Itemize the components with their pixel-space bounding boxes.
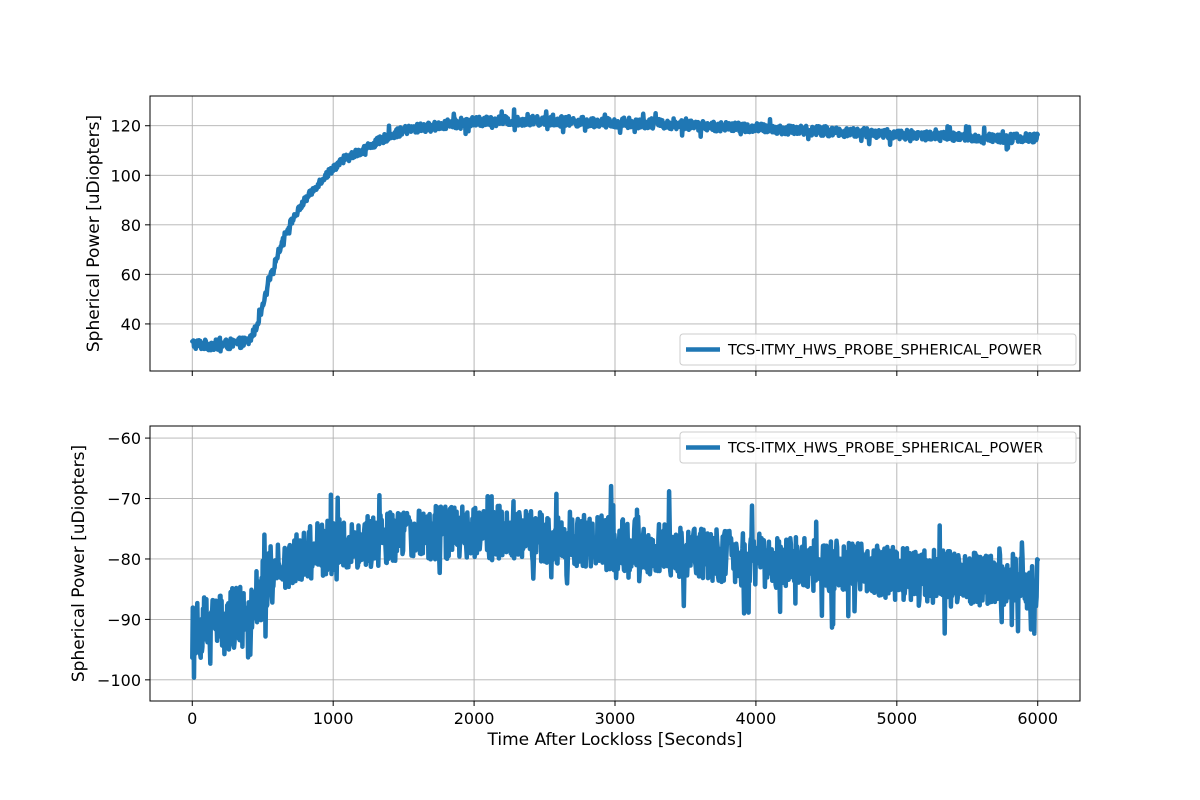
y-tick-label: 80 — [121, 216, 141, 235]
y-tick-label: −70 — [107, 490, 141, 509]
x-tick-label: 0 — [187, 709, 197, 728]
x-tick-label: 6000 — [1017, 709, 1058, 728]
x-tick-label: 1000 — [313, 709, 354, 728]
bottom-series — [190, 483, 1040, 680]
x-tick-label: 4000 — [736, 709, 777, 728]
bottom-y-axis: −100 −90 −80 −70 −60 — [97, 429, 150, 690]
top-y-axis-label: Spherical Power [uDiopters] — [84, 115, 104, 352]
x-tick-label: 3000 — [595, 709, 636, 728]
bottom-legend-label: TCS-ITMX_HWS_PROBE_SPHERICAL_POWER — [727, 441, 1043, 457]
series-line — [190, 107, 1040, 354]
top-series — [190, 107, 1040, 354]
y-tick-label: 120 — [110, 117, 141, 136]
x-tick-label: 5000 — [876, 709, 917, 728]
top-legend[interactable]: TCS-ITMY_HWS_PROBE_SPHERICAL_POWER — [679, 333, 1077, 366]
top-grid — [150, 96, 1080, 371]
top-x-axis — [191, 371, 1039, 376]
y-tick-label: 60 — [121, 265, 141, 284]
bottom-legend-box — [679, 431, 1077, 464]
y-tick-label: −100 — [97, 671, 141, 690]
top-legend-box — [679, 333, 1077, 366]
y-tick-label: −80 — [107, 550, 141, 569]
y-tick-label: 100 — [110, 166, 141, 185]
bottom-panel: 0 1000 2000 3000 4000 5000 6000 −100−90−80−70−… — [69, 425, 1081, 750]
bottom-y-axis-label: Spherical Power [uDiopters] — [69, 445, 89, 682]
y-tick-label: −60 — [107, 429, 141, 448]
y-tick-label: −90 — [107, 610, 141, 629]
x-tick-label: 2000 — [454, 709, 495, 728]
bottom-legend[interactable]: TCS-ITMX_HWS_PROBE_SPHERICAL_POWER — [679, 431, 1077, 464]
y-tick-label: 40 — [121, 315, 141, 334]
series-line — [190, 483, 1040, 680]
top-panel: 40 60 80 100 120 Spherical Power [uDiopters]… — [84, 95, 1081, 376]
top-legend-label: TCS-ITMY_HWS_PROBE_SPHERICAL_POWER — [727, 343, 1042, 359]
top-y-axis: 40 60 80 100 120 — [110, 117, 150, 334]
bottom-x-axis: 0 1000 2000 3000 4000 5000 6000 — [187, 701, 1058, 728]
bottom-x-axis-label: Time After Lockloss [Seconds] — [487, 730, 743, 750]
